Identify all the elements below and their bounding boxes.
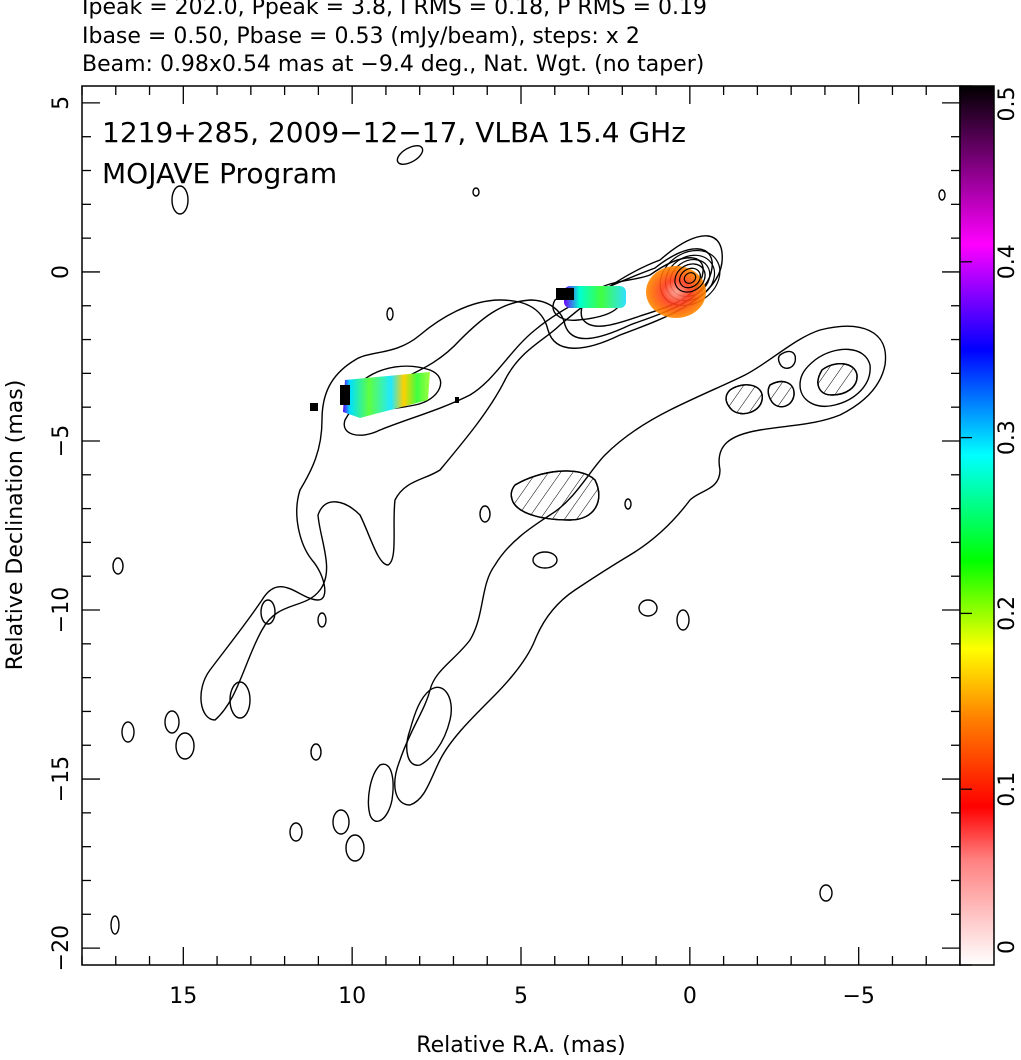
blob-5 (175, 732, 195, 760)
blob-8 (289, 822, 303, 842)
blob-15 (938, 189, 946, 201)
colorbar (959, 85, 995, 966)
blob-18 (479, 505, 491, 523)
header-line-3: Beam: 0.98x0.54 mas at −9.4 deg., Nat. W… (82, 52, 705, 77)
contour-south-jet-6 (777, 350, 797, 369)
contour-north-jet-2 (343, 248, 713, 436)
x-tick-label: 5 (514, 984, 528, 1009)
hatched-knot-5 (767, 380, 795, 408)
y-tick-label: −15 (49, 756, 74, 802)
pol-speck-1 (310, 403, 318, 411)
map-title: 1219+285, 2009−12−17, VLBA 15.4 GHz (102, 116, 686, 149)
hatched-knot-4 (725, 384, 763, 415)
x-axis-label: Relative R.A. (mas) (416, 1033, 625, 1058)
blob-2 (396, 145, 424, 165)
program-label: MOJAVE Program (102, 157, 337, 190)
blob-13 (676, 609, 690, 631)
blob-22 (472, 187, 480, 197)
hatched-south-jet (817, 363, 858, 396)
pol-inner-jet-black (556, 288, 574, 300)
contour-south-jet-2 (799, 348, 871, 407)
x-tick-label: 15 (169, 984, 197, 1009)
contours (110, 145, 946, 935)
contour-north-jet-3 (580, 257, 704, 327)
colorbar-tick-label: 0.1 (995, 772, 1020, 807)
pol-inner-jet (564, 286, 626, 308)
y-tick-label: 5 (49, 96, 74, 110)
blob-4 (229, 681, 251, 719)
blob-23 (310, 743, 322, 761)
x-tick-label: −5 (842, 984, 874, 1009)
y-tick-label: −5 (49, 425, 74, 457)
blob-19 (624, 498, 632, 510)
contour-lower-tail-2 (367, 763, 394, 822)
blob-14 (819, 884, 833, 902)
header-line-2: Ibase = 0.50, Pbase = 0.53 (mJy/beam), s… (82, 24, 640, 49)
y-axis-label: Relative Declination (mas) (3, 380, 28, 671)
blob-7 (121, 721, 135, 743)
y-tick-label: −10 (49, 587, 74, 633)
blob-21 (386, 307, 394, 321)
colorbar-tick-label: 0.4 (995, 244, 1020, 279)
colorbar-tick-label: 0 (995, 940, 1020, 954)
pol-speck-2 (455, 397, 459, 403)
blob-3 (260, 599, 276, 625)
blob-6 (164, 710, 180, 734)
hatched-lobe (510, 470, 600, 521)
blob-10 (345, 834, 365, 862)
colorbar-tick-label: 0.3 (995, 420, 1020, 455)
blob-16 (112, 557, 124, 575)
blob-9 (332, 809, 350, 835)
y-tick-label: −20 (49, 925, 74, 971)
colorbar-tick-label: 0.2 (995, 596, 1020, 631)
blob-1 (171, 185, 189, 215)
contour-lower-tail (406, 686, 452, 766)
y-tick-label: 0 (49, 265, 74, 279)
pol-outer-jet-black (340, 385, 350, 405)
outer-contour-south-jet (394, 325, 887, 806)
x-tick-label: 0 (683, 984, 697, 1009)
pol-outer-jet (343, 372, 430, 418)
axis-ticks: 15 10 5 0 −5 5 0 −5 −10 −15 −20 (49, 86, 961, 1009)
blob-11 (532, 551, 558, 569)
colorbar-tick-label: 0.5 (995, 87, 1020, 122)
plot-frame (81, 85, 961, 966)
blob-17 (110, 915, 120, 935)
x-tick-label: 10 (338, 984, 366, 1009)
outer-contour-north-jet (200, 235, 723, 721)
polarization-patches (310, 266, 706, 418)
blob-12 (638, 599, 658, 617)
colorbar-ticks: 0 0.1 0.2 0.3 0.4 0.5 (960, 85, 1020, 966)
pol-core (646, 266, 706, 318)
blob-20 (317, 612, 327, 628)
header-line-1: Ipeak = 202.0, Ppeak = 3.8, I RMS = 0.18… (82, 0, 707, 20)
